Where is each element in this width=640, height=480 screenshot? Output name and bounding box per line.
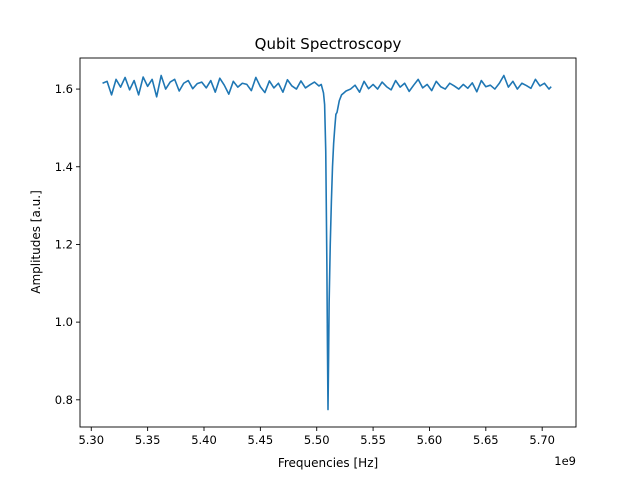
y-axis: 0.8 1.0 1.2 1.4 1.6 xyxy=(55,82,80,407)
x-tick-label: 5.30 xyxy=(78,433,104,447)
y-tick-label: 1.2 xyxy=(55,237,73,251)
y-axis-label: Amplitudes [a.u.] xyxy=(29,190,43,294)
x-axis: 5.30 5.35 5.40 5.45 5.50 5.55 5.60 5.65 5.70 xyxy=(78,427,555,447)
y-tick-label: 1.0 xyxy=(55,315,73,329)
amplitude-line xyxy=(102,74,552,411)
axes-frame xyxy=(79,57,577,428)
chart-title: Qubit Spectroscopy xyxy=(255,35,402,53)
x-tick-label: 5.35 xyxy=(135,433,161,447)
x-tick-label: 5.50 xyxy=(304,433,330,447)
x-tick-label: 5.45 xyxy=(248,433,274,447)
y-tick-label: 0.8 xyxy=(55,393,73,407)
x-axis-offset-text: 1e9 xyxy=(554,454,576,468)
x-tick-label: 5.60 xyxy=(417,433,443,447)
x-tick-label: 5.40 xyxy=(191,433,217,447)
y-tick-label: 1.6 xyxy=(55,82,73,96)
x-tick-label: 5.55 xyxy=(360,433,386,447)
x-axis-label: Frequencies [Hz] xyxy=(278,456,378,470)
x-tick-label: 5.65 xyxy=(473,433,499,447)
y-tick-label: 1.4 xyxy=(55,160,73,174)
x-tick-label: 5.70 xyxy=(529,433,555,447)
